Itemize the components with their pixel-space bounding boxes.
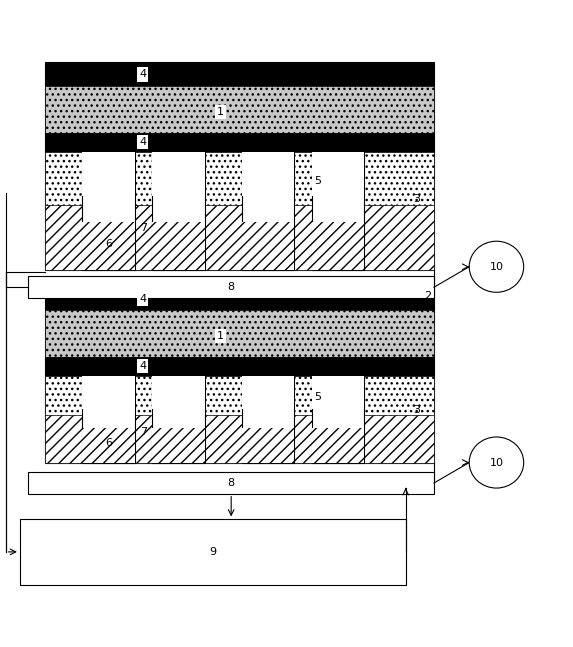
Bar [152,151,205,270]
Text: 1: 1 [217,107,223,117]
Bar [45,287,434,463]
Bar [312,376,364,463]
Text: 5: 5 [314,393,321,402]
Ellipse shape [469,437,524,488]
Bar [28,276,434,298]
Text: 8: 8 [227,478,235,488]
Bar [28,472,434,494]
Bar [242,151,294,197]
Bar [152,376,205,463]
Text: 2: 2 [424,291,431,301]
Text: 4: 4 [139,361,146,371]
Text: 6: 6 [105,239,112,248]
Bar [83,428,135,463]
Text: 6: 6 [105,439,112,448]
Bar [152,428,205,463]
Bar [45,63,434,270]
Ellipse shape [469,241,524,292]
Bar [312,428,364,463]
Bar [83,376,135,463]
Bar [152,376,205,409]
Text: 3: 3 [413,193,420,204]
Bar [20,520,406,584]
Text: 2: 2 [424,67,431,77]
Text: 4: 4 [139,69,146,80]
Bar [312,376,364,409]
Text: 7: 7 [140,427,147,437]
Bar [152,223,205,270]
Bar [312,151,364,270]
Bar [312,223,364,270]
Bar [45,151,434,270]
Bar [45,287,434,311]
Text: 10: 10 [489,457,504,468]
Bar [242,428,294,463]
Bar [83,223,135,270]
Bar [83,151,135,270]
Text: 1: 1 [217,331,223,341]
Bar [242,223,294,270]
Bar [45,357,434,376]
Bar [83,151,135,197]
Text: 4: 4 [139,137,146,148]
Text: 4: 4 [139,294,146,303]
Bar [45,415,434,463]
Text: 8: 8 [227,282,235,292]
Text: 3: 3 [413,406,420,415]
Bar [45,311,434,357]
Bar [242,151,294,270]
Bar [242,376,294,463]
Bar [45,204,434,270]
Text: 9: 9 [209,547,216,557]
Bar [242,376,294,409]
Bar [45,376,434,463]
Bar [83,376,135,409]
Bar [45,133,434,151]
Text: 5: 5 [314,176,321,186]
Bar [45,63,434,86]
Bar [312,151,364,197]
Bar [152,151,205,197]
Bar [45,86,434,133]
Text: 7: 7 [140,223,147,234]
Text: 10: 10 [489,262,504,272]
